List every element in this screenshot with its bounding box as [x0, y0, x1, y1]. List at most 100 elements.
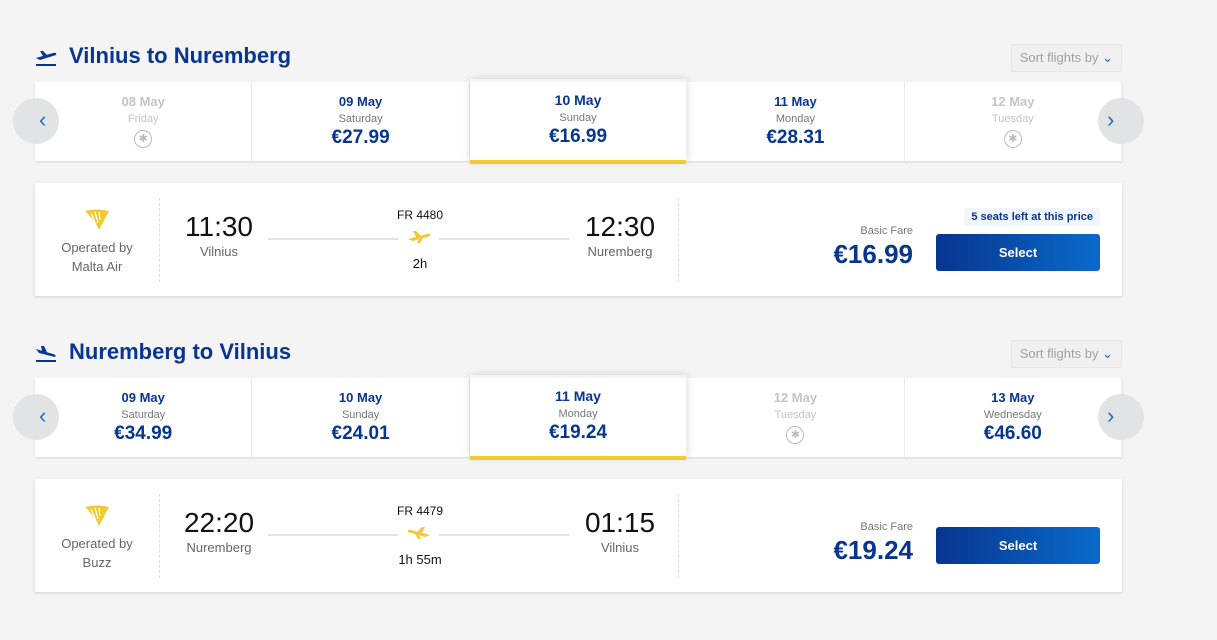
date-carousel: ‹ 09 May Saturday €34.99 10 May Sunday €… — [13, 375, 1144, 460]
arrival-city: Vilnius — [600, 540, 640, 555]
day-weekday: Sunday — [341, 409, 380, 421]
chevron-left-icon: ‹ — [39, 403, 47, 428]
departure: 11:30 Vilnius — [169, 211, 269, 259]
operator-name: Malta Air — [71, 259, 123, 274]
departure-city: Vilnius — [199, 244, 239, 259]
date-carousel: ‹ 08 May Friday ✱ 09 May Saturday €27.99… — [13, 79, 1144, 164]
day-date: 13 May — [991, 390, 1035, 405]
day-weekday: Sunday — [559, 112, 597, 124]
no-flights-icon: ✱ — [134, 130, 153, 148]
operated-by-label: Operated by — [61, 240, 133, 255]
fare-info: Basic Fare €19.24 — [833, 521, 913, 566]
no-flights-icon: ✱ — [786, 426, 805, 444]
date-option[interactable]: 11 May Monday €28.31 — [687, 82, 905, 161]
date-option[interactable]: 10 May Sunday €16.99 — [469, 79, 688, 164]
no-flights-icon: ✱ — [1003, 130, 1022, 148]
operator-info: Operated by Buzz — [35, 494, 160, 578]
day-price: €28.31 — [766, 127, 825, 148]
chevron-down-icon: ⌄ — [1102, 50, 1113, 65]
next-dates-button[interactable]: › — [1098, 98, 1144, 144]
sort-label: Sort flights by — [1019, 346, 1099, 361]
flight-duration: 1h 55m — [398, 552, 442, 567]
flight-section: Nuremberg to Vilnius Sort flights by ⌄ ‹… — [13, 337, 1144, 592]
day-date: 10 May — [554, 92, 602, 108]
section-header: Vilnius to Nuremberg Sort flights by ⌄ — [35, 41, 1122, 81]
sort-flights-dropdown[interactable]: Sort flights by ⌄ — [1010, 340, 1122, 368]
ryanair-harp-logo — [35, 208, 159, 232]
fare-info: Basic Fare €16.99 — [833, 225, 913, 270]
flight-duration: 2h — [412, 256, 428, 271]
chevron-left-icon: ‹ — [39, 107, 47, 132]
date-option[interactable]: 10 May Sunday €24.01 — [252, 378, 470, 457]
arrival-city: Nuremberg — [587, 244, 653, 259]
sort-flights-dropdown[interactable]: Sort flights by ⌄ — [1010, 44, 1122, 72]
flight-section: Vilnius to Nuremberg Sort flights by ⌄ ‹… — [13, 41, 1144, 296]
day-date: 10 May — [338, 390, 383, 405]
date-option[interactable]: 09 May Saturday €27.99 — [252, 82, 470, 161]
next-dates-button[interactable]: › — [1098, 394, 1144, 440]
previous-dates-button[interactable]: ‹ — [13, 394, 59, 440]
plane-icon — [407, 526, 431, 545]
divider — [678, 198, 679, 282]
operator-name: Buzz — [82, 555, 112, 570]
departure: 22:20 Nuremberg — [169, 507, 269, 555]
select-flight-button[interactable]: Select — [936, 234, 1100, 271]
plane-icon — [407, 230, 431, 249]
day-weekday: Tuesday — [774, 409, 817, 421]
day-date: 12 May — [991, 94, 1035, 109]
previous-dates-button[interactable]: ‹ — [13, 98, 59, 144]
sort-label: Sort flights by — [1019, 50, 1099, 65]
arrival-time: 01:15 — [584, 507, 656, 538]
seats-left-badge: 5 seats left at this price — [964, 208, 1100, 226]
date-option[interactable]: 11 May Monday €19.24 — [469, 375, 688, 460]
day-price: €24.01 — [331, 423, 390, 444]
route-line — [268, 238, 398, 240]
arrival-time: 12:30 — [584, 211, 656, 242]
ryanair-harp-logo — [35, 504, 159, 528]
flight-card: Operated by Buzz 22:20 Nuremberg FR 4479… — [35, 479, 1122, 592]
chevron-right-icon: › — [1107, 403, 1115, 428]
day-weekday: Wednesday — [983, 409, 1042, 421]
departure-city: Nuremberg — [186, 540, 252, 555]
route-title: Vilnius to Nuremberg — [69, 43, 292, 68]
day-price: €19.24 — [548, 422, 608, 443]
day-weekday: Saturday — [338, 113, 383, 125]
date-option[interactable]: 12 May Tuesday ✱ — [905, 82, 1123, 161]
departure-time: 11:30 — [185, 211, 253, 242]
chevron-right-icon: › — [1107, 107, 1115, 132]
date-option[interactable]: 09 May Saturday €34.99 — [35, 378, 253, 457]
operated-by-label: Operated by — [61, 536, 133, 551]
fare-label: Basic Fare — [860, 521, 913, 533]
fare-price: €19.24 — [833, 535, 913, 565]
arrival: 01:15 Vilnius — [570, 507, 670, 555]
day-weekday: Tuesday — [991, 113, 1034, 125]
day-price: €27.99 — [331, 127, 390, 148]
day-date: 11 May — [555, 388, 601, 404]
day-date: 09 May — [121, 390, 165, 405]
takeoff-icon — [35, 49, 57, 67]
day-weekday: Monday — [558, 408, 598, 420]
day-price: €34.99 — [114, 423, 173, 444]
flight-number: FR 4479 — [396, 504, 444, 518]
route-line — [439, 238, 569, 240]
day-date: 08 May — [121, 94, 165, 109]
select-flight-button[interactable]: Select — [936, 527, 1100, 564]
operator-info: Operated by Malta Air — [35, 198, 160, 282]
day-weekday: Saturday — [121, 409, 166, 421]
route-line — [439, 534, 569, 536]
date-option[interactable]: 13 May Wednesday €46.60 — [905, 378, 1123, 457]
route-title: Nuremberg to Vilnius — [69, 339, 292, 364]
flight-card: Operated by Malta Air 11:30 Vilnius FR 4… — [35, 183, 1122, 296]
fare-price: €16.99 — [833, 239, 913, 269]
day-price: €46.60 — [983, 423, 1042, 444]
arrival: 12:30 Nuremberg — [570, 211, 670, 259]
section-header: Nuremberg to Vilnius Sort flights by ⌄ — [35, 337, 1122, 377]
day-date: 12 May — [773, 390, 818, 405]
landing-icon — [35, 345, 57, 363]
day-price: €16.99 — [548, 126, 608, 147]
day-weekday: Friday — [127, 113, 159, 125]
date-option[interactable]: 08 May Friday ✱ — [35, 82, 253, 161]
flight-number: FR 4480 — [396, 208, 444, 222]
chevron-down-icon: ⌄ — [1102, 346, 1113, 361]
date-option[interactable]: 12 May Tuesday ✱ — [687, 378, 905, 457]
